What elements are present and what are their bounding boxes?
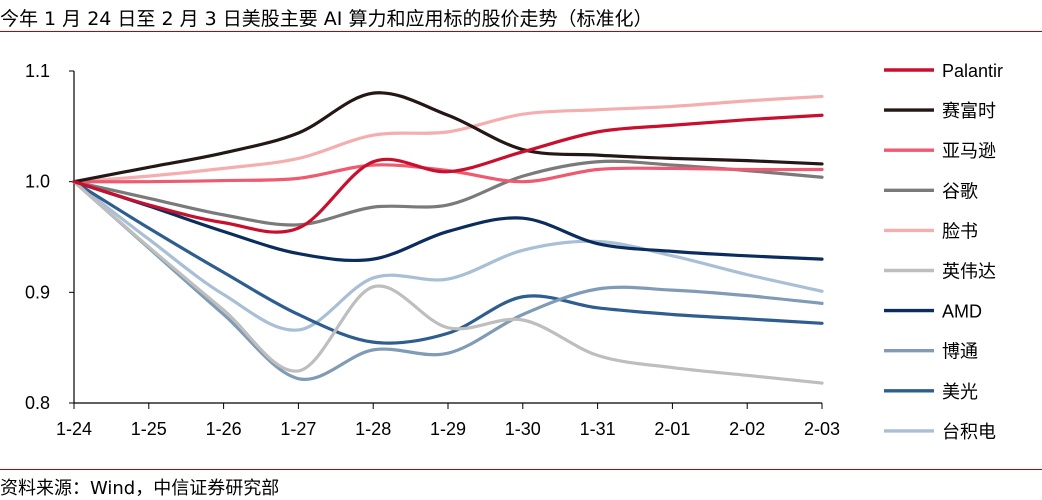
series-line-4 bbox=[72, 159, 824, 227]
x-tick-label: 1-28 bbox=[355, 419, 391, 439]
series-line-8 bbox=[72, 180, 824, 381]
y-tick-label: 0.9 bbox=[25, 282, 50, 302]
legend-label: 赛富时 bbox=[942, 101, 996, 121]
legend-label: 英伟达 bbox=[942, 262, 996, 282]
legend-label: Palantir bbox=[942, 61, 1003, 81]
series-line-6 bbox=[72, 180, 824, 385]
legend-label: 博通 bbox=[942, 342, 978, 362]
legend-label: 谷歌 bbox=[942, 181, 978, 201]
series-line-2 bbox=[72, 91, 824, 184]
series-line-9 bbox=[72, 180, 824, 345]
series-line-7 bbox=[72, 180, 824, 263]
x-tick-label: 2-02 bbox=[729, 419, 765, 439]
series-line-10 bbox=[72, 180, 824, 332]
legend-label: 台积电 bbox=[942, 422, 996, 442]
x-tick-label: 2-03 bbox=[804, 419, 840, 439]
legend-label: 亚马逊 bbox=[942, 141, 996, 161]
y-tick-label: 1.0 bbox=[25, 172, 50, 192]
legend-label: 脸书 bbox=[942, 221, 978, 241]
x-tick-label: 1-26 bbox=[206, 419, 242, 439]
x-tick-label: 2-01 bbox=[654, 419, 690, 439]
line-chart: 0.8 0.9 1.0 1.1 1-24 1-25 1-26 1-27 1-28 1-29 1-30… bbox=[25, 61, 1003, 442]
x-tick-label: 1-31 bbox=[580, 419, 616, 439]
x-tick-label: 1-27 bbox=[280, 419, 316, 439]
chart-title: 今年 1 月 24 日至 2 月 3 日美股主要 AI 算力和应用标的股价走势（… bbox=[0, 8, 653, 30]
legend-label: 美光 bbox=[942, 382, 978, 402]
y-tick-label: 1.1 bbox=[25, 61, 50, 81]
y-tick-label: 0.8 bbox=[25, 393, 50, 413]
legend-label: AMD bbox=[942, 302, 982, 322]
x-tick-label: 1-29 bbox=[430, 419, 466, 439]
series-line-5 bbox=[72, 94, 824, 184]
chart-axes: 0.8 0.9 1.0 1.1 1-24 1-25 1-26 1-27 1-28 1-29 1-30… bbox=[25, 61, 840, 439]
source-divider bbox=[0, 469, 1042, 470]
title-divider bbox=[0, 31, 1042, 32]
chart-lines bbox=[72, 91, 824, 385]
x-tick-label: 1-30 bbox=[505, 419, 541, 439]
x-tick-label: 1-24 bbox=[56, 419, 92, 439]
series-line-1 bbox=[72, 113, 824, 234]
x-tick-label: 1-25 bbox=[131, 419, 167, 439]
source-note: 资料来源：Wind，中信证券研究部 bbox=[0, 478, 280, 499]
